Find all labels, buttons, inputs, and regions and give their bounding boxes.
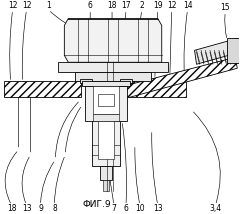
Text: 12: 12 bbox=[22, 1, 31, 10]
Bar bbox=[92, 121, 120, 166]
Bar bbox=[103, 180, 109, 192]
Text: 14: 14 bbox=[183, 1, 192, 10]
Text: 6: 6 bbox=[124, 204, 128, 213]
Bar bbox=[80, 79, 92, 83]
Bar bbox=[58, 62, 168, 72]
Text: 10: 10 bbox=[135, 204, 145, 213]
Polygon shape bbox=[64, 19, 162, 62]
Polygon shape bbox=[108, 57, 237, 102]
Text: 15: 15 bbox=[221, 3, 230, 12]
Bar bbox=[98, 121, 114, 159]
Bar bbox=[82, 81, 130, 86]
Bar bbox=[93, 86, 119, 114]
Text: 13: 13 bbox=[22, 204, 31, 213]
Text: 12: 12 bbox=[167, 1, 176, 10]
Text: ФИГ.9: ФИГ.9 bbox=[83, 200, 111, 209]
Text: 1: 1 bbox=[46, 1, 51, 10]
Bar bbox=[85, 86, 127, 121]
Bar bbox=[108, 81, 186, 97]
Bar bbox=[98, 94, 114, 106]
Text: 19: 19 bbox=[153, 1, 162, 10]
Text: 18: 18 bbox=[107, 1, 117, 10]
Text: 9: 9 bbox=[38, 204, 43, 213]
Bar bbox=[227, 39, 239, 63]
Polygon shape bbox=[195, 39, 239, 64]
Bar bbox=[93, 114, 119, 121]
Bar bbox=[75, 72, 151, 81]
Bar bbox=[120, 79, 132, 83]
Bar bbox=[100, 166, 112, 180]
Text: 8: 8 bbox=[52, 204, 57, 213]
Text: 12: 12 bbox=[8, 1, 18, 10]
Text: 3,4: 3,4 bbox=[209, 204, 222, 213]
Text: 6: 6 bbox=[88, 1, 93, 10]
Text: 18: 18 bbox=[7, 204, 16, 213]
Text: 2: 2 bbox=[139, 1, 144, 10]
Text: 17: 17 bbox=[121, 1, 131, 10]
Bar bbox=[4, 81, 81, 97]
Text: 13: 13 bbox=[153, 204, 162, 213]
Text: 7: 7 bbox=[112, 204, 116, 213]
